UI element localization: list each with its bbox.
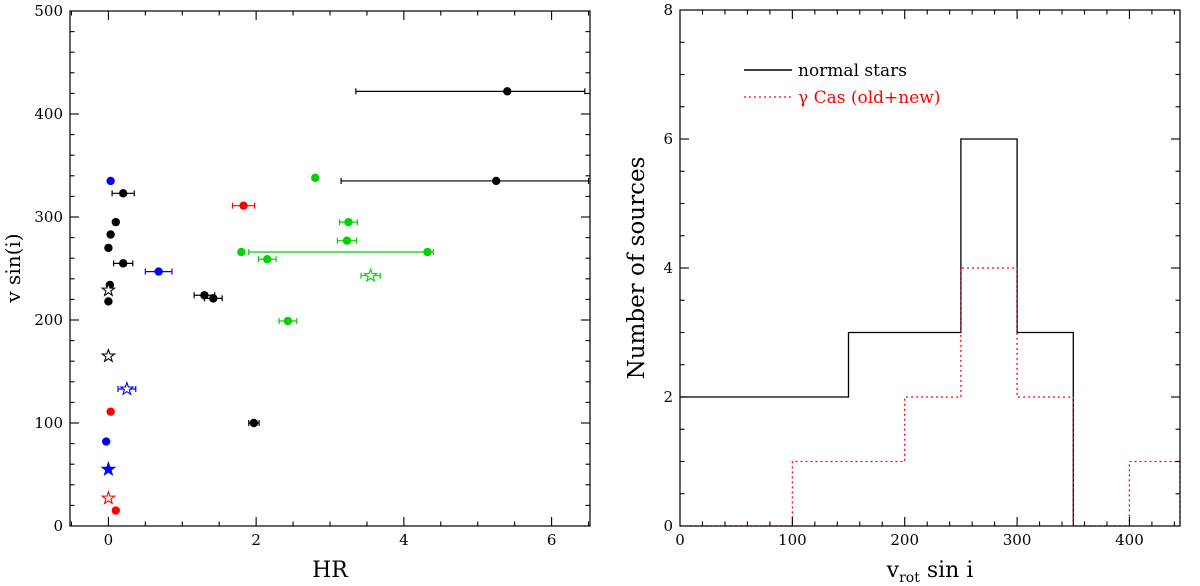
data-point-circle [263,255,272,264]
xlabel-rest: sin i [927,558,974,583]
y-tick-label: 0 [663,517,673,535]
data-point-circle [283,316,293,326]
data-point-open-star [100,347,117,363]
y-tick-label: 400 [34,105,63,123]
x-tick-label: 0 [675,531,685,549]
data-point-circle [311,173,320,183]
y-tick-label: 6 [663,130,673,148]
y-tick-label: 100 [34,414,63,432]
y-tick-label: 0 [53,517,63,535]
data-point-circle [344,217,353,227]
data-point-circle [106,176,115,186]
x-tick-label: 400 [1115,531,1144,549]
legend-label-gamma-cas: γ Cas (old+new) [798,88,940,108]
data-point-circle [239,201,248,210]
data-point-circle [104,243,113,253]
data-point-circle [200,291,209,300]
data-point-circle [106,230,115,239]
data-point-circle [106,407,115,416]
x-tick-label: 2 [251,531,261,549]
xlabel-base: v [886,558,900,583]
x-tick-label: 6 [547,531,557,549]
data-point-circle [104,297,113,306]
legend-label-normal-stars: normal stars [798,61,907,81]
xlabel-subscript: rot [899,570,920,586]
data-point-filled-star [100,461,117,477]
data-point-circle [237,247,246,257]
y-tick-label: 500 [34,2,63,20]
data-point-circle [118,259,128,268]
data-point-circle [101,437,111,446]
histogram-step-gamma-cas [680,267,1181,527]
data-point-open-star [100,281,117,297]
y-tick-label: 200 [34,311,63,329]
x-tick-label: 200 [890,531,919,549]
data-point-open-star [362,267,379,283]
x-tick-label: 0 [104,531,114,549]
y-tick-label: 300 [34,208,63,226]
x-tick-label: 4 [399,531,409,549]
data-point-circle [491,176,501,186]
scatter-panel: 0 2 4 6 0 100 200 300 400 500 [34,2,591,549]
legend: normal stars γ Cas (old+new) [744,61,940,108]
data-point-circle [209,294,218,303]
data-point-open-star [119,380,135,396]
data-point-circle [503,87,512,96]
data-point-circle [111,506,120,515]
data-point-circle [249,418,259,428]
data-point-circle [111,217,120,227]
x-tick-label: 100 [778,531,807,549]
data-point-open-star [100,490,117,505]
right-x-axis-label: vrot sin i [886,558,974,586]
plot-frame [69,10,591,527]
left-y-axis-label: v sin(i) [1,233,25,303]
data-point-circle [154,267,163,276]
y-tick-label: 2 [663,388,673,406]
histogram-step-normal-stars [680,138,1074,526]
data-point-circle [342,236,352,245]
data-point-circle [423,247,432,257]
x-tick-label: 300 [1003,531,1032,549]
data-point-circle [118,189,128,198]
histogram-panel: 0 100 200 300 400 0 2 4 6 8 [663,1,1181,549]
y-tick-label: 4 [663,259,673,277]
right-y-axis-label: Number of sources [624,157,650,380]
left-x-axis-label: HR [312,558,349,583]
y-tick-label: 8 [663,1,673,19]
